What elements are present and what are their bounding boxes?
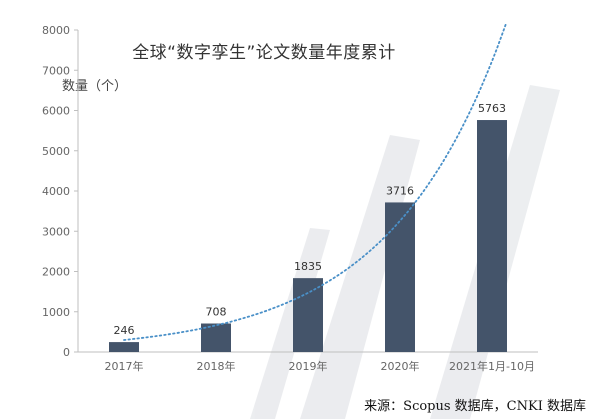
bar-data-label: 708 bbox=[206, 306, 227, 319]
source-note: 来源：Scopus 数据库，CNKI 数据库 bbox=[364, 398, 586, 414]
y-tick-label: 4000 bbox=[42, 185, 70, 198]
x-tick-label: 2017年 bbox=[105, 359, 144, 373]
x-tick-label: 2021年1月-10月 bbox=[449, 359, 535, 373]
bar bbox=[109, 342, 139, 352]
bar bbox=[293, 278, 323, 352]
y-tick-label: 2000 bbox=[42, 266, 70, 279]
y-axis-label: 数量（个） bbox=[62, 79, 127, 94]
y-tick-label: 5000 bbox=[42, 145, 70, 158]
bar-data-label: 1835 bbox=[294, 260, 322, 273]
y-tick-label: 0 bbox=[63, 346, 70, 359]
y-tick-label: 3000 bbox=[42, 225, 70, 238]
data-labels: 246 708 1835 3716 5763 bbox=[114, 102, 507, 337]
bar bbox=[385, 202, 415, 352]
chart-title: 全球“数字孪生”论文数量年度累计 bbox=[132, 43, 396, 63]
bar-data-label: 5763 bbox=[478, 102, 506, 115]
x-tick-label: 2018年 bbox=[197, 359, 236, 373]
bar bbox=[477, 120, 507, 353]
bar-series bbox=[109, 120, 507, 353]
trendline bbox=[123, 23, 507, 341]
y-tick-label: 6000 bbox=[42, 105, 70, 118]
x-tick-label: 2020年 bbox=[381, 359, 420, 373]
y-tick-label: 1000 bbox=[42, 306, 70, 319]
x-axis-ticks: 2017年 2018年 2019年 2020年 2021年1月-10月 bbox=[105, 359, 535, 373]
y-axis-ticks: 0 1000 2000 3000 4000 5000 6000 7000 8000 bbox=[42, 24, 78, 359]
bar-data-label: 3716 bbox=[386, 184, 414, 197]
y-tick-label: 7000 bbox=[42, 64, 70, 77]
bar-data-label: 246 bbox=[114, 324, 135, 337]
x-tick-label: 2019年 bbox=[289, 359, 328, 373]
y-tick-label: 8000 bbox=[42, 24, 70, 37]
